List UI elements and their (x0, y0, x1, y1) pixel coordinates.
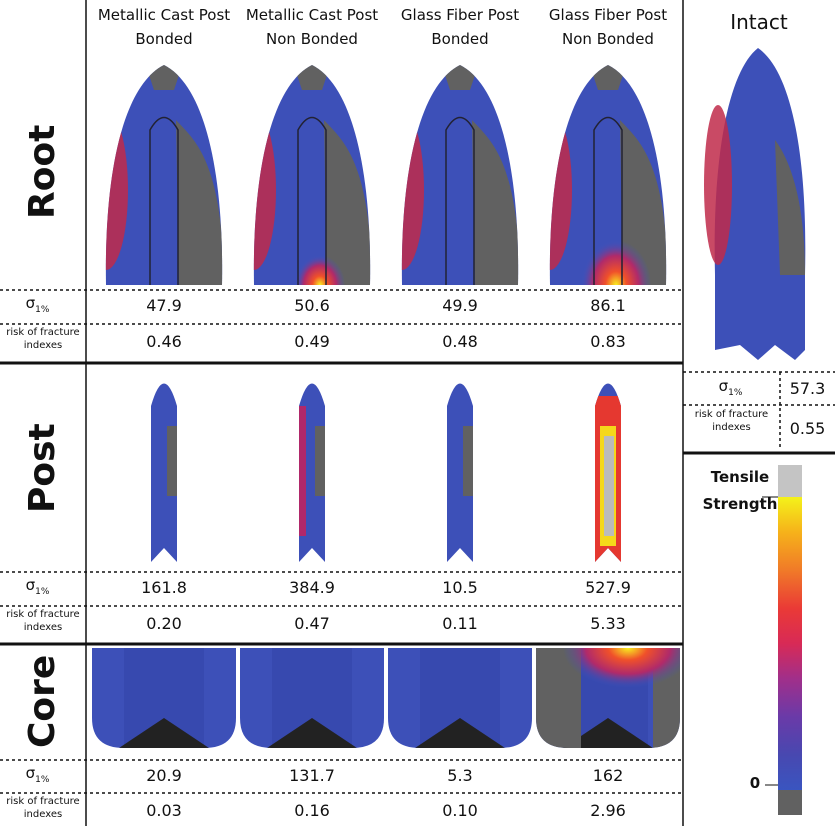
stress-region (324, 120, 371, 285)
risk-value: 5.33 (590, 614, 626, 633)
sigma-subscript: 1% (728, 388, 743, 398)
stress-region (253, 110, 276, 270)
stress-region (295, 255, 345, 285)
risk-value: 0.49 (294, 332, 330, 351)
sigma-symbol: σ (25, 764, 36, 782)
sigma-value: 161.8 (141, 578, 187, 597)
stress-region (149, 116, 179, 285)
column-header: Glass Fiber Post (400, 6, 520, 24)
sigma-value: 384.9 (289, 578, 335, 597)
sigma-value: 162 (592, 766, 624, 785)
risk-label: risk of fracture indexes (6, 327, 80, 351)
sigma-value: 20.9 (146, 766, 182, 785)
risk-value: 0.46 (146, 332, 182, 351)
intact-title: Intact (730, 10, 788, 34)
sigma-subscript: 1% (35, 305, 50, 315)
sigma-value: 5.3 (447, 766, 473, 785)
stress-region (119, 718, 209, 748)
stress-region (297, 116, 327, 285)
stress-region (463, 426, 473, 496)
column-header: Bonded (135, 30, 193, 48)
sigma-label: σ1% (0, 294, 75, 315)
sigma-label: σ1% (0, 764, 75, 785)
sigma-value: 50.6 (294, 296, 330, 315)
stress-region (563, 718, 653, 748)
sigma-value: 49.9 (442, 296, 478, 315)
sigma-value: 47.9 (146, 296, 182, 315)
sigma-label: σ1% (0, 576, 75, 597)
stress-pattern (167, 426, 177, 496)
sigma-value: 86.1 (590, 296, 626, 315)
stress-region (593, 116, 623, 285)
stress-region (401, 110, 424, 270)
stress-pattern (267, 648, 357, 748)
sigma-symbol: σ (25, 576, 36, 594)
risk-label: risk of fracture indexes (694, 409, 769, 433)
stress-region (176, 120, 223, 285)
stress-region (105, 110, 128, 270)
sigma-value: 131.7 (289, 766, 335, 785)
stress-pattern (119, 648, 209, 748)
risk-value: 0.20 (146, 614, 182, 633)
intact-stress (704, 105, 732, 265)
risk-value: 0.11 (442, 614, 478, 633)
risk-label: risk of fracture indexes (6, 609, 80, 633)
sigma-value: 527.9 (585, 578, 631, 597)
stress-region (604, 436, 614, 536)
stress-region (549, 110, 572, 270)
stress-region (415, 718, 505, 748)
stress-pattern (463, 426, 473, 496)
risk-label: risk of fracture indexes (6, 796, 80, 820)
colorbar-top (778, 465, 802, 497)
stress-region (315, 426, 325, 496)
intact-risk: 0.55 (789, 419, 826, 438)
risk-value: 2.96 (590, 801, 626, 820)
colorbar-bottom (778, 790, 802, 815)
legend-zero: 0 (749, 774, 761, 792)
risk-value: 0.83 (590, 332, 626, 351)
colorbar (778, 497, 802, 790)
column-header: Non Bonded (266, 30, 358, 48)
row-label: Post (22, 423, 63, 513)
row-label: Root (22, 124, 63, 219)
sigma-label: σ1% (693, 377, 768, 398)
sigma-symbol: σ (718, 377, 729, 395)
stress-region (581, 240, 651, 285)
sigma-symbol: σ (25, 294, 36, 312)
risk-value: 0.03 (146, 801, 182, 820)
sigma-value: 10.5 (442, 578, 478, 597)
legend-title: Tensile (710, 468, 770, 486)
column-header: Bonded (431, 30, 489, 48)
column-header: Metallic Cast Post (245, 6, 379, 24)
stress-pattern (415, 648, 505, 748)
intact-shape (714, 48, 806, 360)
stress-region (267, 718, 357, 748)
column-header: Glass Fiber Post (548, 6, 668, 24)
stress-pattern (299, 406, 325, 536)
stress-pattern (536, 648, 680, 748)
intact-stress (775, 140, 805, 275)
stress-region (167, 426, 177, 496)
row-label: Core (22, 654, 63, 748)
stress-region (299, 406, 306, 536)
sigma-subscript: 1% (35, 587, 50, 597)
risk-value: 0.47 (294, 614, 330, 633)
risk-value: 0.10 (442, 801, 478, 820)
column-header: Non Bonded (562, 30, 654, 48)
stress-region (563, 648, 680, 688)
stress-region (472, 120, 519, 285)
stress-region (445, 116, 475, 285)
column-header: Metallic Cast Post (97, 6, 231, 24)
stress-pattern (595, 396, 621, 562)
intact-sigma: 57.3 (789, 379, 826, 398)
legend-title: Strength (702, 495, 778, 513)
sigma-subscript: 1% (35, 775, 50, 785)
risk-value: 0.16 (294, 801, 330, 820)
risk-value: 0.48 (442, 332, 478, 351)
